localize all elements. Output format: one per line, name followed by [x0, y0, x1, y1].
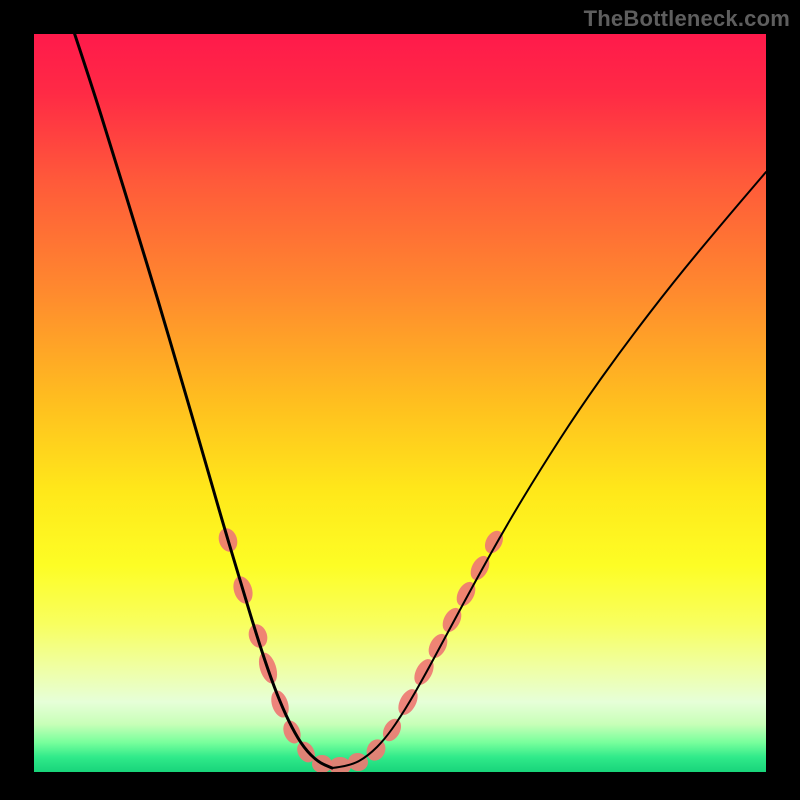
bottleneck-chart: [0, 0, 800, 800]
chart-container: TheBottleneck.com: [0, 0, 800, 800]
watermark-label: TheBottleneck.com: [584, 6, 790, 32]
gradient-background: [34, 34, 766, 772]
